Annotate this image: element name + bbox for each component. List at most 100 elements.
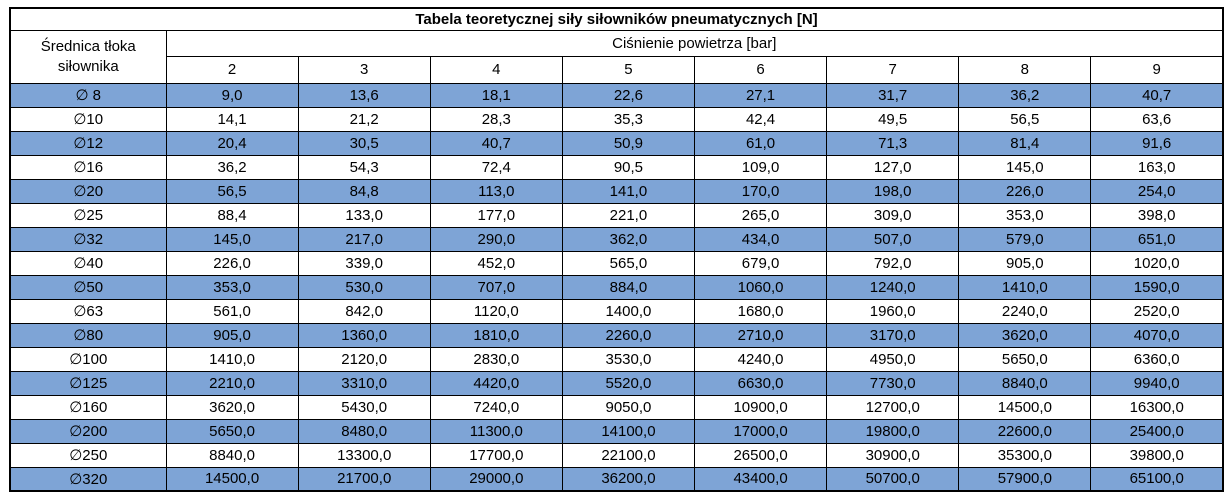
force-value-cell: 14,1 <box>165 106 299 132</box>
force-value-cell: 16300,0 <box>1090 394 1224 420</box>
force-value-cell: 1120,0 <box>429 298 563 324</box>
force-value-cell: 63,6 <box>1090 106 1224 132</box>
force-value-cell: 17000,0 <box>693 418 828 444</box>
force-value-cell: 905,0 <box>165 322 299 348</box>
force-value-cell: 42,4 <box>693 106 828 132</box>
title-row: Tabela teoretycznej siły siłowników pneu… <box>9 7 1224 31</box>
force-value-cell: 4240,0 <box>693 346 828 372</box>
table-row: ∅ 8 9,0 13,6 18,1 22,6 27,1 31,7 36,2 40,7 <box>9 82 1224 108</box>
diameter-label: ∅12 <box>9 130 167 156</box>
table-row: ∅25 88,4 133,0 177,0 221,0 265,0 309,0 353,0 398… <box>9 202 1224 228</box>
force-value-cell: 290,0 <box>429 226 563 252</box>
force-value-cell: 1410,0 <box>958 274 1092 300</box>
force-value-cell: 353,0 <box>165 274 299 300</box>
force-value-cell: 145,0 <box>165 226 299 252</box>
force-value-cell: 54,3 <box>297 154 431 180</box>
pressure-group-header: Ciśnienie powietrza [bar] <box>165 29 1224 57</box>
force-value-cell: 13300,0 <box>297 442 431 468</box>
force-value-cell: 9,0 <box>165 82 299 108</box>
diameter-label: ∅25 <box>9 202 167 228</box>
force-value-cell: 9940,0 <box>1090 370 1224 396</box>
force-value-cell: 28,3 <box>429 106 563 132</box>
force-value-cell: 2830,0 <box>429 346 563 372</box>
force-value-cell: 1680,0 <box>693 298 828 324</box>
pressure-column-header: 7 <box>826 55 960 84</box>
table-row: ∅20 56,5 84,8 113,0 141,0 170,0 198,0 226,0 254,… <box>9 178 1224 204</box>
force-value-cell: 226,0 <box>165 250 299 276</box>
diameter-label: ∅10 <box>9 106 167 132</box>
table-row: ∅50 353,0 530,0 707,0 884,0 1060,0 1240,0 1410,… <box>9 274 1224 300</box>
force-value-cell: 35300,0 <box>958 442 1092 468</box>
pressure-column-header: 4 <box>429 55 563 84</box>
force-value-cell: 50700,0 <box>826 466 960 492</box>
force-value-cell: 5520,0 <box>561 370 696 396</box>
force-value-cell: 91,6 <box>1090 130 1224 156</box>
force-value-cell: 88,4 <box>165 202 299 228</box>
force-value-cell: 1400,0 <box>561 298 696 324</box>
force-value-cell: 905,0 <box>958 250 1092 276</box>
force-value-cell: 4950,0 <box>826 346 960 372</box>
force-value-cell: 842,0 <box>297 298 431 324</box>
force-value-cell: 265,0 <box>693 202 828 228</box>
force-value-cell: 13,6 <box>297 82 431 108</box>
group-header-row: Średnica tłoka siłownika Ciśnienie powie… <box>9 29 1224 84</box>
force-value-cell: 19800,0 <box>826 418 960 444</box>
force-value-cell: 127,0 <box>826 154 960 180</box>
force-value-cell: 434,0 <box>693 226 828 252</box>
force-value-cell: 7730,0 <box>826 370 960 396</box>
pneumatic-force-table: Tabela teoretycznej siły siłowników pneu… <box>9 7 1224 492</box>
force-value-cell: 3170,0 <box>826 322 960 348</box>
force-value-cell: 109,0 <box>693 154 828 180</box>
force-value-cell: 50,9 <box>561 130 696 156</box>
force-value-cell: 8840,0 <box>165 442 299 468</box>
force-value-cell: 1960,0 <box>826 298 960 324</box>
force-value-cell: 651,0 <box>1090 226 1224 252</box>
force-value-cell: 2210,0 <box>165 370 299 396</box>
force-value-cell: 362,0 <box>561 226 696 252</box>
force-value-cell: 61,0 <box>693 130 828 156</box>
force-value-cell: 8840,0 <box>958 370 1092 396</box>
force-value-cell: 6630,0 <box>693 370 828 396</box>
force-value-cell: 133,0 <box>297 202 431 228</box>
table-row: ∅200 5650,0 8480,0 11300,0 14100,0 17000,0 198… <box>9 418 1224 444</box>
force-value-cell: 141,0 <box>561 178 696 204</box>
force-value-cell: 1810,0 <box>429 322 563 348</box>
force-value-cell: 5650,0 <box>165 418 299 444</box>
force-value-cell: 145,0 <box>958 154 1092 180</box>
force-value-cell: 90,5 <box>561 154 696 180</box>
diameter-label: ∅63 <box>9 298 167 324</box>
diameter-label: ∅320 <box>9 466 167 492</box>
force-value-cell: 57900,0 <box>958 466 1092 492</box>
force-value-cell: 40,7 <box>429 130 563 156</box>
table-row: ∅63 561,0 842,0 1120,0 1400,0 1680,0 1960,0 224… <box>9 298 1224 324</box>
force-value-cell: 177,0 <box>429 202 563 228</box>
force-value-cell: 163,0 <box>1090 154 1224 180</box>
diameter-label: ∅16 <box>9 154 167 180</box>
table-row: ∅100 1410,0 2120,0 2830,0 3530,0 4240,0 4950,0… <box>9 346 1224 372</box>
table-row: ∅160 3620,0 5430,0 7240,0 9050,0 10900,0 12700… <box>9 394 1224 420</box>
pressure-column-header: 3 <box>297 55 431 84</box>
force-value-cell: 5430,0 <box>297 394 431 420</box>
force-value-cell: 3530,0 <box>561 346 696 372</box>
diameter-label: ∅ 8 <box>9 82 167 108</box>
force-value-cell: 309,0 <box>826 202 960 228</box>
force-value-cell: 2260,0 <box>561 322 696 348</box>
force-value-cell: 18,1 <box>429 82 563 108</box>
force-value-cell: 36200,0 <box>561 466 696 492</box>
force-value-cell: 3310,0 <box>297 370 431 396</box>
force-value-cell: 21,2 <box>297 106 431 132</box>
table-row: ∅32 145,0 217,0 290,0 362,0 434,0 507,0 579,0 65… <box>9 226 1224 252</box>
force-value-cell: 27,1 <box>693 82 828 108</box>
force-value-cell: 56,5 <box>165 178 299 204</box>
force-value-cell: 1020,0 <box>1090 250 1224 276</box>
force-value-cell: 679,0 <box>693 250 828 276</box>
force-value-cell: 72,4 <box>429 154 563 180</box>
force-value-cell: 30900,0 <box>826 442 960 468</box>
force-value-cell: 35,3 <box>561 106 696 132</box>
force-value-cell: 21700,0 <box>297 466 431 492</box>
force-value-cell: 198,0 <box>826 178 960 204</box>
force-value-cell: 884,0 <box>561 274 696 300</box>
force-value-cell: 221,0 <box>561 202 696 228</box>
force-value-cell: 507,0 <box>826 226 960 252</box>
